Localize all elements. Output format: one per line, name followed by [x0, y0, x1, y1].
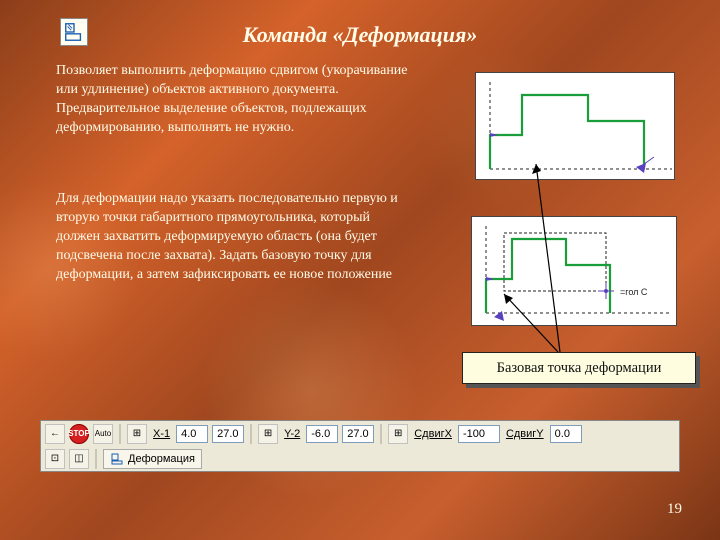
y1-field[interactable]: 27.0 [212, 425, 244, 443]
stop-icon[interactable]: STOP [69, 424, 89, 444]
paragraph-2: Для деформации надо указать последовател… [56, 190, 416, 284]
slide-title: Команда «Деформация» [0, 22, 720, 48]
x1-field[interactable]: 4.0 [176, 425, 208, 443]
x2-label: Y-2 [282, 428, 302, 440]
callout-text: Базовая точка деформации [497, 360, 662, 377]
shifty-label: СдвигY [504, 428, 546, 440]
auto-button[interactable]: Auto [93, 424, 113, 444]
coord2-icon[interactable]: ⊞ [258, 424, 278, 444]
tab-label: Деформация [128, 453, 195, 465]
coord1-icon[interactable]: ⊞ [127, 424, 147, 444]
diagram-before [475, 72, 675, 180]
cad-toolbar: ← STOP Auto ⊞ X-1 4.0 27.0 ⊞ Y-2 -6.0 27… [40, 420, 680, 472]
deformation-tab[interactable]: Деформация [103, 449, 202, 469]
shifty-field[interactable]: 0.0 [550, 425, 582, 443]
grid-icon[interactable]: ⊡ [45, 449, 65, 469]
paragraph-1: Позволяет выполнить деформацию сдвигом (… [56, 62, 416, 138]
arrow-icon[interactable]: ← [45, 424, 65, 444]
y2-field[interactable]: 27.0 [342, 425, 374, 443]
shiftx-field[interactable]: -100 [458, 425, 500, 443]
diagram-after: =гол С [471, 216, 677, 326]
x2-field[interactable]: -6.0 [306, 425, 338, 443]
shiftx-label: СдвигX [412, 428, 454, 440]
snap-icon[interactable]: ◫ [69, 449, 89, 469]
x1-label: X-1 [151, 428, 172, 440]
svg-text:=гол С: =гол С [620, 287, 648, 297]
page-number: 19 [667, 501, 682, 518]
bg-decor [160, 240, 461, 540]
callout-base-point: Базовая точка деформации [462, 352, 696, 384]
shift-icon[interactable]: ⊞ [388, 424, 408, 444]
